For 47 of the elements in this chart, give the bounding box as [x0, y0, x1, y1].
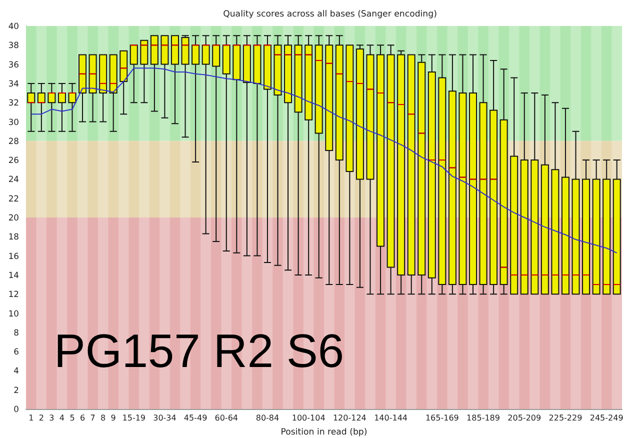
x-tick-label: 3	[49, 414, 54, 422]
x-tick-label: 4	[59, 414, 65, 422]
y-tick-label: 10	[8, 308, 19, 318]
y-tick-label: 12	[8, 289, 19, 300]
x-tick-label: 2	[38, 414, 44, 422]
x-tick-label: 100-104	[292, 414, 326, 422]
line-series	[30, 68, 618, 254]
y-tick-label: 34	[8, 78, 19, 88]
x-tick-label: 30-34	[153, 414, 176, 422]
chart-title: Quality scores across all bases (Sanger encoding)	[223, 10, 437, 20]
x-tick-label: 8	[100, 414, 106, 422]
x-tick-label: 5	[70, 414, 75, 422]
y-tick-label: 8	[14, 327, 19, 338]
y-tick-label: 22	[8, 193, 19, 204]
y-tick-label: 0	[14, 404, 19, 414]
y-tick-label: 32	[8, 98, 19, 108]
y-tick-label: 36	[8, 59, 19, 70]
y-tick-label: 40	[8, 21, 19, 31]
x-tick-label: 205-209	[508, 414, 542, 422]
y-tick-label: 4	[14, 366, 19, 376]
y-tick-label: 6	[14, 346, 19, 357]
y-tick-label: 28	[8, 136, 19, 146]
x-tick-label: 80-84	[256, 414, 280, 422]
x-tick-label: 60-64	[214, 414, 238, 422]
annotation: PG157 R2 S6	[54, 324, 344, 377]
y-tick-label: 16	[8, 250, 19, 261]
x-tick-label: 185-189	[466, 414, 500, 422]
y-tick-label: 2	[14, 384, 19, 395]
y-tick-label: 18	[8, 232, 19, 242]
x-tick-label: 165-169	[425, 414, 459, 422]
x-tick-label: 140-144	[374, 414, 408, 422]
y-tick-label: 14	[8, 270, 19, 280]
y-tick-label: 30	[8, 116, 19, 127]
x-tick-label: 6	[80, 414, 86, 422]
y-tick-label: 20	[8, 212, 19, 222]
x-tick-label: 7	[90, 414, 96, 422]
x-tick-label: 9	[110, 414, 116, 422]
x-tick-label: 1	[28, 414, 34, 422]
x-tick-label: 45-49	[184, 414, 208, 422]
x-tick-label: 225-229	[548, 414, 582, 422]
x-tick-label: 245-249	[590, 414, 624, 422]
x-axis-title: Position in read (bp)	[280, 428, 368, 438]
y-tick-label: 24	[8, 174, 19, 184]
x-tick-label: 120-124	[332, 414, 366, 422]
y-tick-label: 26	[8, 155, 19, 166]
y-tick-label: 38	[8, 40, 19, 50]
x-tick-label: 15-19	[122, 414, 146, 422]
